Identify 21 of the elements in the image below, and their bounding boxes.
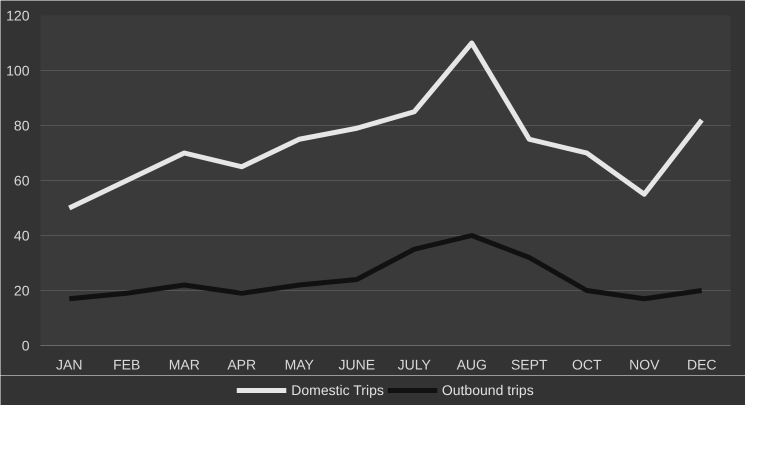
y-tick-label: 120 (6, 8, 30, 24)
x-tick-label: MAR (168, 356, 200, 372)
x-tick-label: JAN (56, 356, 82, 372)
y-tick-label: 20 (14, 282, 30, 298)
x-tick-label: NOV (629, 356, 660, 372)
legend-label: Domestic Trips (291, 382, 384, 398)
y-tick-label: 80 (14, 118, 30, 134)
x-tick-label: JUNE (338, 356, 376, 372)
y-tick-label: 60 (14, 172, 30, 188)
x-tick-label: APR (227, 356, 256, 372)
x-tick-label: JULY (398, 356, 432, 372)
x-tick-label: MAY (284, 356, 315, 372)
y-tick-label: 100 (6, 62, 30, 78)
legend-label: Outbound trips (442, 382, 534, 398)
x-tick-label: SEPT (510, 356, 548, 372)
x-tick-label: AUG (456, 356, 487, 372)
y-tick-label: 0 (22, 338, 30, 354)
x-tick-label: OCT (572, 356, 602, 372)
y-tick-label: 40 (14, 228, 30, 244)
x-tick-label: DEC (686, 356, 717, 372)
x-tick-label: FEB (113, 356, 140, 372)
